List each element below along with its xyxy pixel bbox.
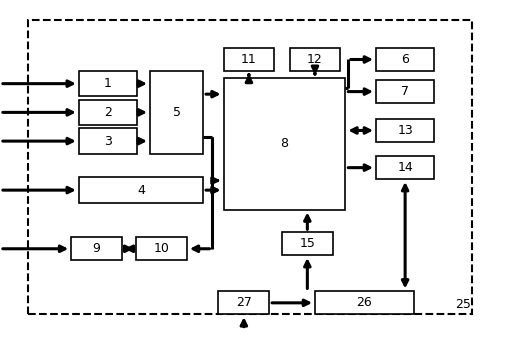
FancyBboxPatch shape xyxy=(224,78,345,210)
Text: 9: 9 xyxy=(92,242,101,255)
FancyBboxPatch shape xyxy=(376,48,434,71)
Text: 8: 8 xyxy=(280,137,289,150)
Text: 6: 6 xyxy=(401,53,409,66)
Text: 15: 15 xyxy=(299,237,315,250)
FancyBboxPatch shape xyxy=(376,80,434,103)
Text: 27: 27 xyxy=(236,296,252,309)
Text: 4: 4 xyxy=(137,184,145,197)
FancyBboxPatch shape xyxy=(79,100,137,125)
FancyBboxPatch shape xyxy=(79,71,137,96)
FancyBboxPatch shape xyxy=(218,291,269,314)
Text: 26: 26 xyxy=(357,296,372,309)
FancyBboxPatch shape xyxy=(376,156,434,179)
FancyBboxPatch shape xyxy=(79,128,137,154)
Text: 3: 3 xyxy=(104,135,112,148)
FancyBboxPatch shape xyxy=(282,232,333,255)
Text: 11: 11 xyxy=(241,53,257,66)
Text: 10: 10 xyxy=(153,242,170,255)
Text: 25: 25 xyxy=(455,298,470,311)
Text: 5: 5 xyxy=(173,106,180,119)
FancyBboxPatch shape xyxy=(290,48,340,71)
Text: 13: 13 xyxy=(397,124,413,137)
Text: 12: 12 xyxy=(307,53,323,66)
Text: 1: 1 xyxy=(104,77,112,90)
Text: 14: 14 xyxy=(397,161,413,174)
FancyBboxPatch shape xyxy=(71,237,122,260)
FancyBboxPatch shape xyxy=(79,177,203,203)
FancyBboxPatch shape xyxy=(376,119,434,142)
Text: 7: 7 xyxy=(401,85,409,98)
FancyBboxPatch shape xyxy=(315,291,414,314)
FancyBboxPatch shape xyxy=(150,71,203,154)
FancyBboxPatch shape xyxy=(224,48,274,71)
FancyBboxPatch shape xyxy=(136,237,187,260)
Text: 2: 2 xyxy=(104,106,112,119)
